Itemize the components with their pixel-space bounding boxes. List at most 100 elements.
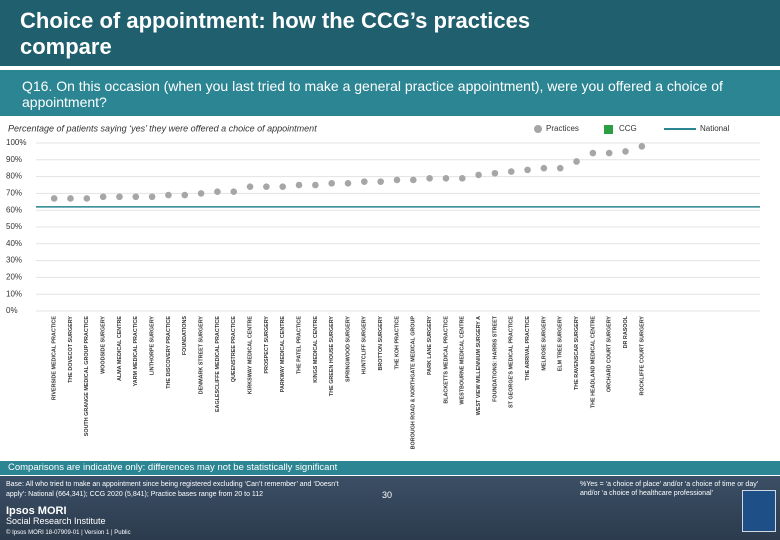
dot <box>230 188 238 196</box>
x-tick-label: KINGS MEDICAL CENTRE <box>313 316 319 383</box>
footer: Base: All who tried to make an appointme… <box>0 476 780 540</box>
dot <box>344 180 352 187</box>
y-tick-label: 30% <box>6 256 22 265</box>
y-tick-label: 10% <box>6 289 22 298</box>
legend-label: National <box>700 124 730 133</box>
definition-note: %Yes = ‘a choice of place’ and/or ‘a cho… <box>580 481 759 497</box>
dot <box>50 195 58 202</box>
dot <box>263 183 270 190</box>
dot <box>295 181 303 189</box>
comparison-band: Comparisons are indicative only: differe… <box>0 461 780 475</box>
dot <box>83 195 91 202</box>
x-tick-label: QUEENSTREE PRACTICE <box>231 316 237 383</box>
legend-swatch <box>534 125 542 133</box>
x-tick-label: ROCKLIFFE COURT SURGERY <box>639 316 645 396</box>
x-tick-label: SPRINGWOOD SURGERY <box>345 316 351 382</box>
org-name: Ipsos MORI <box>6 505 67 517</box>
x-tick-label: WOODSIDE SURGERY <box>101 316 107 374</box>
x-tick-label: THE KOH PRACTICE <box>394 316 400 370</box>
base-note: Base: All who tried to make an appointme… <box>6 481 339 498</box>
x-tick-label: RIVERSIDE MEDICAL PRACTICE <box>52 316 58 400</box>
x-tick-label: ORCHARD COURT SURGERY <box>607 316 613 393</box>
x-tick-label: THE PATEL PRACTICE <box>296 316 302 375</box>
header: Choice of appointment: how the CCG’s pra… <box>0 0 780 66</box>
y-tick-label: 100% <box>6 138 26 147</box>
chart-subtitle: Percentage of patients saying ‘yes’ they… <box>8 123 317 133</box>
x-tick-label: THE DOVECOT SURGERY <box>68 316 74 383</box>
dot <box>507 168 515 175</box>
x-tick-label: DENMARK STREET SURGERY <box>199 316 205 395</box>
chart: Percentage of patients saying ‘yes’ they… <box>6 123 760 450</box>
dot <box>622 148 629 155</box>
dot <box>132 193 140 201</box>
x-tick-label: PARK LANE SURGERY <box>427 316 433 375</box>
page-number: 30 <box>382 490 393 500</box>
dot <box>589 149 597 157</box>
dot <box>393 176 401 184</box>
dot <box>458 174 466 182</box>
x-tick-label: MELROSE SURGERY <box>541 316 547 371</box>
y-tick-label: 0% <box>6 306 18 315</box>
dot <box>540 164 548 172</box>
x-tick-label: FOUNDATIONS: HARRIS STREET <box>492 315 498 402</box>
legend-label: CCG <box>619 124 637 133</box>
org: Ipsos MORI Social Research Institute <box>6 505 106 527</box>
dot <box>491 169 499 177</box>
org-unit: Social Research Institute <box>6 516 106 526</box>
y-tick-label: 90% <box>6 155 22 164</box>
x-tick-label: THE DISCOVERY PRACTICE <box>166 316 172 389</box>
x-tick-label: ELM TREE SURGERY <box>558 316 564 372</box>
x-tick-label: BLACKETTS MEDICAL PRACTICE <box>443 316 449 404</box>
x-tick-label: WEST VIEW MILLENNIUM SURGERY A <box>476 316 482 415</box>
x-tick-label: EAGLESCLIFFE MEDICAL PRACTICE <box>215 316 221 412</box>
legend-swatch <box>604 125 613 134</box>
y-tick-label: 60% <box>6 205 22 214</box>
dot <box>328 180 335 187</box>
dot <box>116 193 123 201</box>
copyright: © Ipsos MORI 18-07909-01 | Version 1 | P… <box>6 530 131 536</box>
dot <box>312 181 319 189</box>
dot <box>409 176 417 184</box>
x-tick-label: BOROUGH ROAD & NORTHGATE MEDICAL GROUP <box>411 316 417 450</box>
x-tick-label: THE ARRIVAL PRACTICE <box>525 316 531 381</box>
question-band: Q16. On this occasion (when you last tri… <box>0 70 780 116</box>
dot <box>475 171 482 179</box>
dot <box>197 190 205 197</box>
dot <box>148 193 156 201</box>
dot <box>638 143 646 150</box>
dot <box>361 178 368 185</box>
x-tick-label: ALMA MEDICAL CENTRE <box>117 316 123 381</box>
x-tick-label: WESTBOURNE MEDICAL CENTRE <box>460 316 466 405</box>
x-tick-label: DR RASOOL <box>623 315 629 348</box>
dot <box>556 164 564 172</box>
dot <box>573 158 580 165</box>
dot <box>67 195 74 202</box>
dot <box>214 188 221 196</box>
x-tick-label: FOUNDATIONS <box>182 316 188 356</box>
y-tick-label: 20% <box>6 273 22 282</box>
y-tick-label: 70% <box>6 189 22 198</box>
x-tick-label: PROSPECT SURGERY <box>264 316 270 374</box>
logo <box>742 490 776 532</box>
dot <box>246 183 254 190</box>
legend-label: Practices <box>546 124 579 133</box>
y-tick-label: 40% <box>6 239 22 248</box>
dot <box>426 174 433 182</box>
slide-title: Choice of appointment: how the CCG’s pra… <box>20 8 531 59</box>
dot <box>165 191 172 199</box>
x-tick-label: PARKWAY MEDICAL CENTRE <box>280 316 286 393</box>
x-tick-label: YARM MEDICAL PRACTICE <box>133 316 139 387</box>
dot <box>99 193 107 201</box>
x-tick-label: LINTHORPE SURGERY <box>150 316 156 376</box>
y-tick-label: 50% <box>6 222 22 231</box>
x-tick-label: KIRKSWAY MEDICAL CENTRE <box>247 316 253 394</box>
x-tick-label: HUNTCLIFF SURGERY <box>362 316 368 375</box>
dot <box>605 149 613 157</box>
x-tick-label: SOUTH GRANGE MEDICAL GROUP PRACTICE <box>84 316 90 437</box>
x-tick-label: ST GEORGE'S MEDICAL PRACTICE <box>509 316 515 408</box>
dot <box>377 178 384 185</box>
x-tick-label: THE HEADLAND MEDICAL CENTRE <box>590 316 596 409</box>
dot <box>442 174 450 182</box>
dot <box>279 183 287 190</box>
